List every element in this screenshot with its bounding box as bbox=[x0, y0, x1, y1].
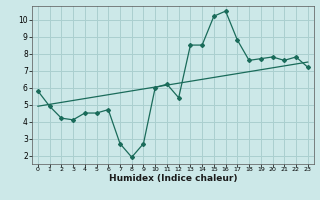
X-axis label: Humidex (Indice chaleur): Humidex (Indice chaleur) bbox=[108, 174, 237, 183]
